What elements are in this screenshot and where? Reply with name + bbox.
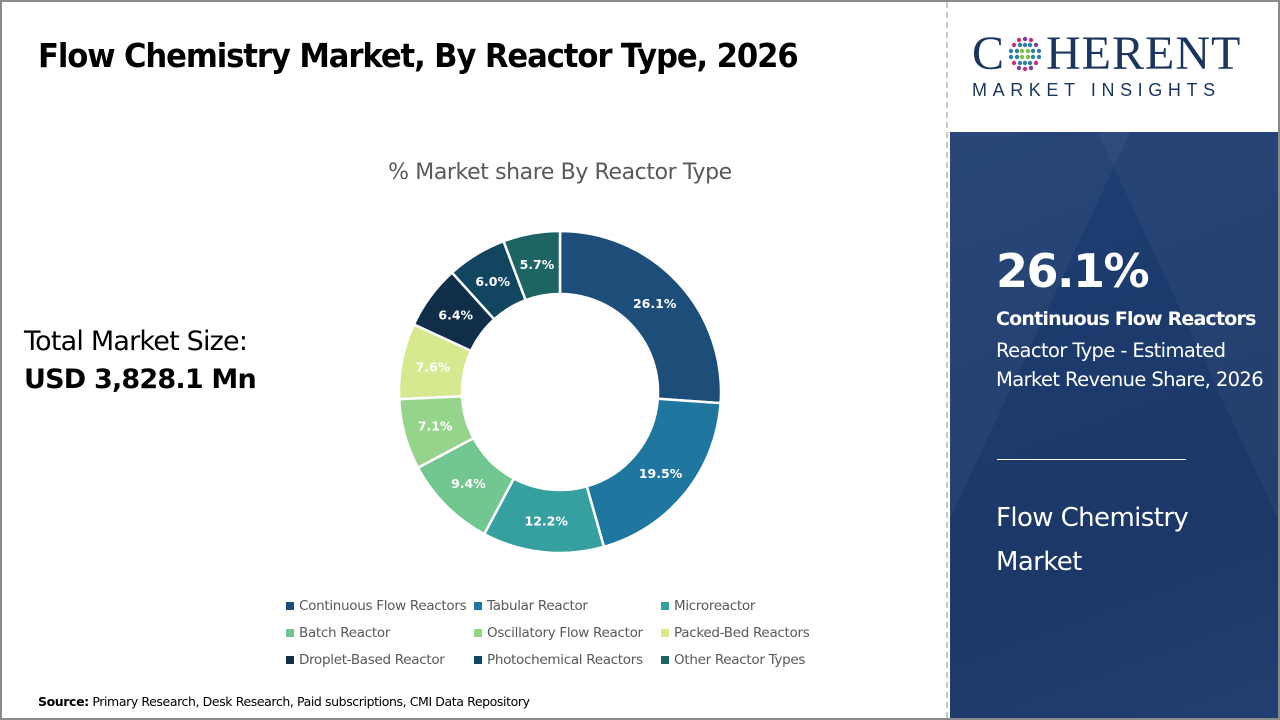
- legend-item: Packed-Bed Reactors: [661, 623, 821, 642]
- legend-swatch-icon: [661, 601, 669, 610]
- slice-value-label: 6.4%: [438, 308, 473, 323]
- legend-item: Photochemical Reactors: [474, 650, 661, 669]
- company-logo: C HERENT MARKET INSIGHTS: [950, 2, 1278, 132]
- slice-value-label: 7.1%: [418, 419, 453, 434]
- legend-label: Continuous Flow Reactors: [299, 597, 467, 614]
- legend-item: Microreactor: [661, 596, 821, 615]
- logo-wordmark: C HERENT: [972, 30, 1241, 78]
- market-size-value: USD 3,828.1 Mn: [24, 364, 257, 395]
- highlight-percentage: 26.1%: [996, 244, 1150, 298]
- legend-label: Droplet-Based Reactor: [299, 651, 445, 668]
- highlight-description: Reactor Type - Estimated Market Revenue …: [996, 339, 1264, 391]
- slice-value-label: 12.2%: [525, 513, 569, 528]
- donut-slice-continuous-flow-reactors: [558, 229, 723, 405]
- total-market-size: Total Market Size: USD 3,828.1 Mn: [24, 323, 257, 399]
- slice-value-label: 6.0%: [475, 274, 510, 289]
- legend-swatch-icon: [474, 655, 482, 664]
- chart-panel: [2, 2, 948, 718]
- page-title: Flow Chemistry Market, By Reactor Type, …: [38, 36, 799, 75]
- globe-dots-icon: [1008, 36, 1042, 72]
- chart-legend: Continuous Flow Reactors Tabular Reactor M…: [286, 596, 821, 669]
- legend-swatch-icon: [661, 655, 669, 664]
- source-note: Source: Primary Research, Desk Research,…: [38, 694, 530, 709]
- donut-slice-other-reactor-types: [501, 229, 562, 302]
- slice-value-label: 5.7%: [520, 257, 555, 272]
- legend-label: Packed-Bed Reactors: [674, 624, 810, 641]
- legend-item: Droplet-Based Reactor: [286, 650, 474, 669]
- legend-swatch-icon: [286, 655, 294, 664]
- chart-title: % Market share By Reactor Type: [388, 160, 732, 185]
- source-label: Source:: [38, 694, 89, 709]
- divider-line: [997, 459, 1186, 460]
- legend-swatch-icon: [286, 628, 294, 637]
- slice-value-label: 26.1%: [633, 296, 677, 311]
- legend-swatch-icon: [661, 628, 669, 637]
- legend-label: Other Reactor Types: [674, 651, 806, 668]
- slice-value-label: 19.5%: [639, 466, 683, 481]
- summary-panel: C HERENT MARKET INSIGHTS 26.1% Continuou…: [950, 2, 1278, 718]
- legend-label: Microreactor: [674, 597, 756, 614]
- legend-item: Oscillatory Flow Reactor: [474, 623, 661, 642]
- legend-item: Continuous Flow Reactors: [286, 596, 474, 615]
- legend-label: Photochemical Reactors: [487, 651, 643, 668]
- legend-label: Tabular Reactor: [487, 597, 588, 614]
- slice-value-label: 7.6%: [416, 359, 451, 374]
- market-size-label: Total Market Size:: [24, 326, 248, 357]
- logo-letters: HERENT: [1046, 27, 1242, 80]
- highlight-box: 26.1% Continuous Flow Reactors Reactor T…: [950, 132, 1278, 718]
- legend-swatch-icon: [286, 601, 294, 610]
- legend-swatch-icon: [474, 601, 482, 610]
- legend-item: Other Reactor Types: [661, 650, 821, 669]
- map-texture: [950, 132, 1278, 718]
- logo-tagline: MARKET INSIGHTS: [972, 80, 1221, 100]
- highlight-segment-name: Continuous Flow Reactors: [996, 308, 1256, 330]
- legend-item: Tabular Reactor: [474, 596, 661, 615]
- legend-item: Batch Reactor: [286, 623, 474, 642]
- source-text: Primary Research, Desk Research, Paid su…: [88, 694, 530, 709]
- slice-value-label: 9.4%: [451, 476, 486, 491]
- legend-swatch-icon: [474, 628, 482, 637]
- market-name: Flow Chemistry Market: [996, 503, 1189, 577]
- logo-letter-c: C: [972, 27, 1006, 80]
- legend-label: Batch Reactor: [299, 624, 391, 641]
- legend-label: Oscillatory Flow Reactor: [487, 624, 643, 641]
